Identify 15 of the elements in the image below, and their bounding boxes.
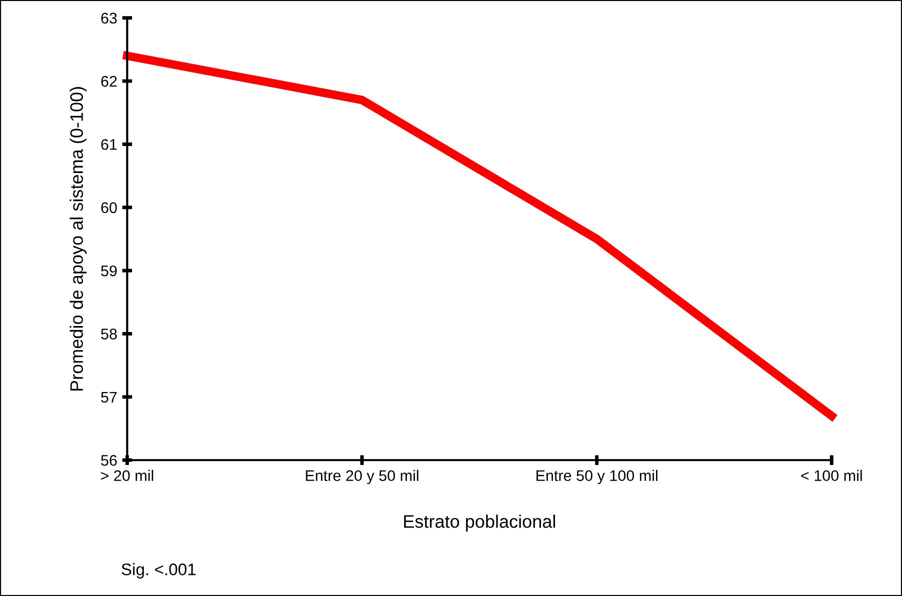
y-tick-label: 60 [101, 202, 117, 214]
y-axis-title: Promedio de apoyo al sistema (0-100) [70, 87, 87, 391]
x-tick-label: Entre 50 y 100 mil [536, 470, 658, 484]
x-axis-title: Estrato poblacional [404, 514, 555, 532]
y-tick-label: 62 [101, 76, 117, 87]
y-tick-label: 61 [101, 139, 117, 150]
y-tick-label: 63 [101, 12, 117, 24]
y-tick-label: 56 [101, 454, 117, 466]
y-tick-label: 58 [101, 328, 117, 340]
text: Sig. <.001 [122, 563, 196, 579]
y-tick-label: 57 [101, 392, 117, 403]
y-tick-label: 59 [101, 265, 117, 276]
x-tick-label: < 100 mil [801, 470, 862, 482]
x-tick-label: > 20 mil [100, 470, 154, 482]
x-tick-label: Entre 20 y 50 mil [306, 470, 418, 484]
